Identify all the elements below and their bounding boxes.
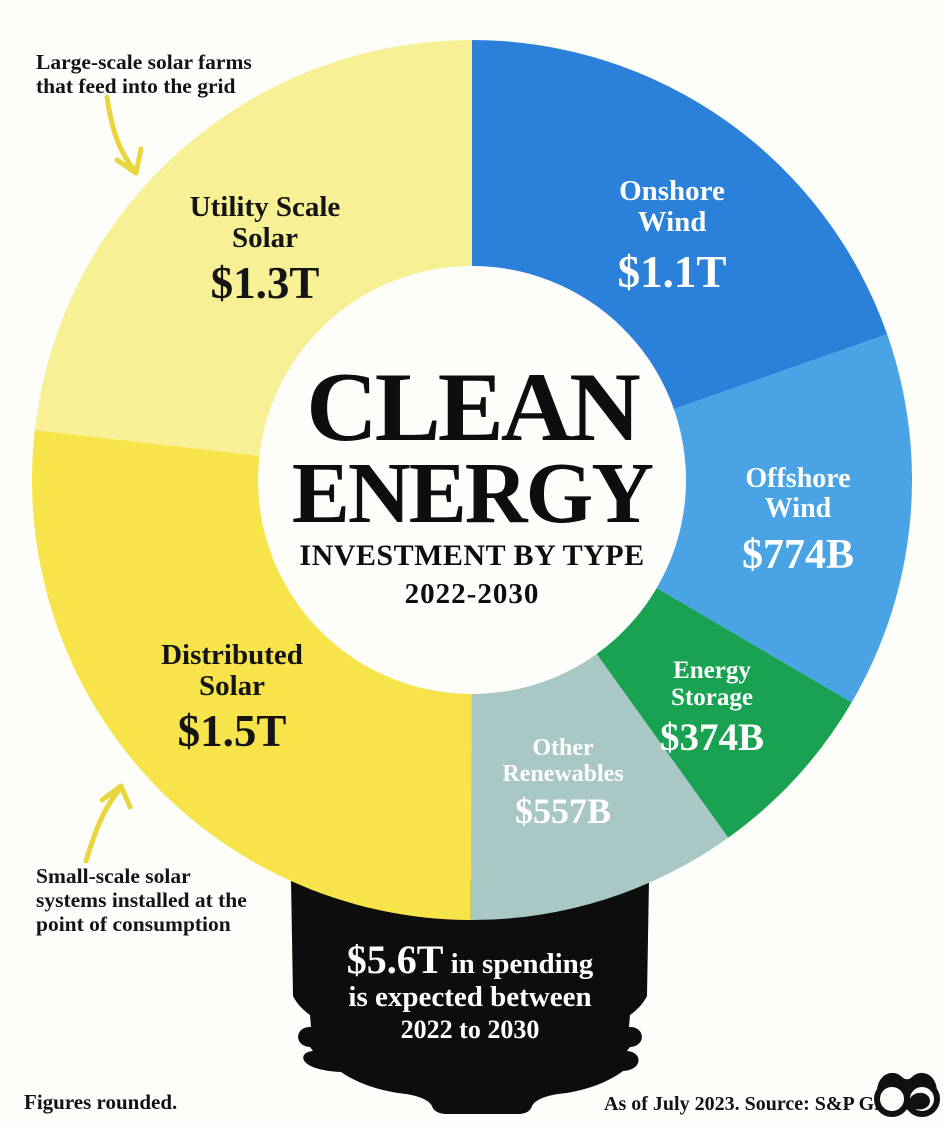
segment-label-offshore-wind: Offshore Wind $774B bbox=[741, 463, 855, 579]
segment-label-onshore-wind: Onshore Wind $1.1T bbox=[617, 175, 727, 298]
segment-name: Distributed Solar bbox=[161, 639, 303, 703]
bulb-base-silhouette bbox=[291, 880, 649, 1114]
title-line-1: CLEAN bbox=[306, 353, 641, 462]
segment-name: Onshore Wind bbox=[619, 175, 725, 239]
segment-label-other-renewables: Other Renewables $557B bbox=[502, 735, 624, 832]
segment-name: Utility Scale Solar bbox=[189, 191, 341, 255]
donut-segment-3 bbox=[470, 653, 729, 920]
total-spending-rest: in spending bbox=[443, 948, 594, 980]
donut-segment-1 bbox=[656, 334, 912, 703]
segment-value: $1.3T bbox=[210, 257, 320, 308]
title-subtitle: INVESTMENT BY TYPE bbox=[299, 539, 645, 573]
segment-label-utility-scale-solar: Utility Scale Solar $1.3T bbox=[189, 191, 341, 309]
segment-value: $1.5T bbox=[177, 705, 287, 756]
donut-segment-2 bbox=[596, 588, 852, 838]
total-spending-line-2: is expected between bbox=[348, 981, 592, 1013]
segment-value: $374B bbox=[659, 716, 765, 759]
donut-segment-4 bbox=[32, 430, 472, 920]
total-spending-note: $5.6T in spending is expected between 20… bbox=[260, 938, 680, 1044]
footnote-figures-rounded: Figures rounded. bbox=[24, 1090, 178, 1114]
segment-value: $774B bbox=[741, 532, 855, 579]
total-spending-line-3: 2022 to 2030 bbox=[400, 1014, 540, 1044]
source-attribution: As of July 2023. Source: S&P Global bbox=[604, 1093, 917, 1115]
title-period: 2022-2030 bbox=[404, 578, 540, 611]
arrow-to-utility-solar-icon bbox=[104, 94, 144, 176]
donut-segment-0 bbox=[472, 40, 888, 410]
total-spending-line-1: $5.6T in spending bbox=[260, 938, 680, 982]
annotation-utility-solar: Large-scale solar farms that feed into t… bbox=[36, 50, 252, 99]
title-line-2: ENERGY bbox=[291, 444, 654, 542]
segment-name: Offshore Wind bbox=[745, 463, 851, 525]
total-spending-value: $5.6T bbox=[346, 937, 444, 982]
segment-value: $1.1T bbox=[617, 246, 727, 297]
chart-title-block: CLEAN ENERGY INVESTMENT BY TYPE 2022-203… bbox=[232, 353, 712, 611]
donut-chart bbox=[32, 40, 912, 920]
publisher-logo-icon bbox=[874, 1072, 940, 1117]
segment-name: Energy Storage bbox=[671, 657, 753, 711]
annotation-distributed-solar: Small-scale solar systems installed at t… bbox=[36, 864, 247, 937]
segment-label-distributed-solar: Distributed Solar $1.5T bbox=[161, 639, 303, 757]
arrow-to-distributed-solar-icon bbox=[83, 783, 133, 864]
donut-segment-5 bbox=[34, 40, 473, 456]
segment-value: $557B bbox=[514, 790, 612, 831]
segment-label-energy-storage: Energy Storage $374B bbox=[660, 657, 764, 760]
segment-name: Other Renewables bbox=[502, 735, 624, 787]
